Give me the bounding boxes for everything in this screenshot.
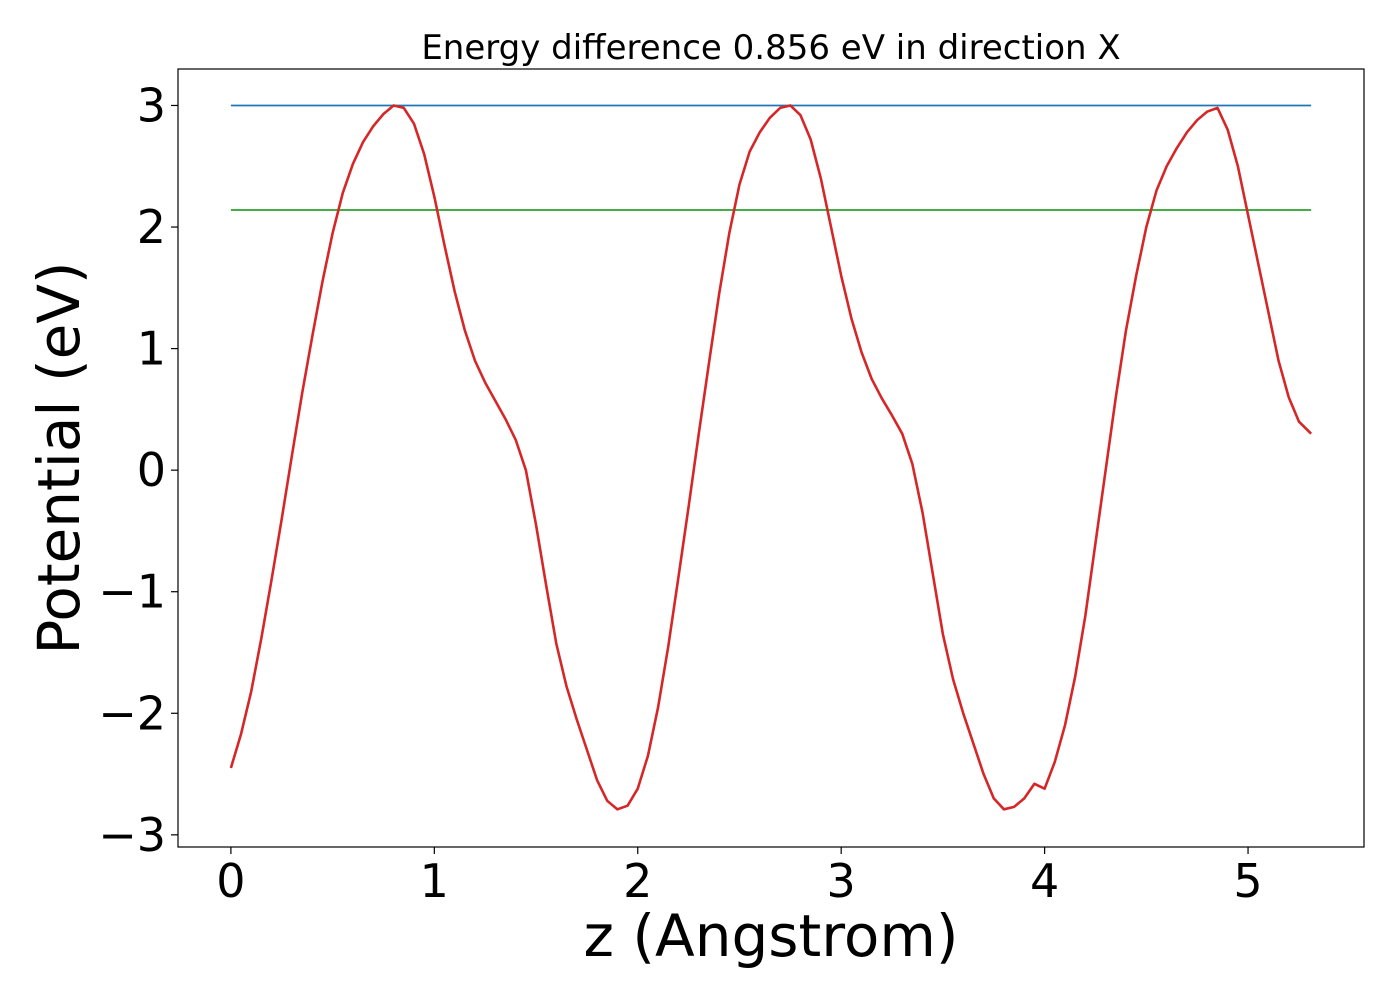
x-tick-label: 5 bbox=[1233, 854, 1262, 908]
y-axis-label: Potential (eV) bbox=[25, 261, 93, 654]
y-tick-label: −1 bbox=[98, 565, 166, 619]
y-tick-label: 3 bbox=[137, 78, 166, 132]
plot-frame bbox=[177, 68, 1365, 848]
y-tick-label: 1 bbox=[137, 322, 166, 376]
x-tick-label: 4 bbox=[1030, 854, 1059, 908]
y-tick-label: −3 bbox=[98, 808, 166, 862]
y-tick-label: −2 bbox=[98, 686, 166, 740]
x-tick-label: 1 bbox=[420, 854, 449, 908]
y-tick-label: 0 bbox=[137, 443, 166, 497]
x-tick-label: 2 bbox=[623, 854, 652, 908]
x-tick-label: 0 bbox=[216, 854, 245, 908]
series-layer bbox=[229, 104, 1313, 811]
x-axis-label: z (Angstrom) bbox=[584, 902, 959, 970]
series-line-3 bbox=[229, 104, 1313, 811]
x-axis: 0 1 2 3 4 5 bbox=[216, 847, 1263, 908]
chart-title: Energy difference 0.856 eV in direction … bbox=[421, 28, 1120, 68]
y-axis: −3 −2 −1 0 1 2 3 bbox=[98, 78, 178, 862]
y-tick-label: 2 bbox=[137, 200, 166, 254]
x-tick-label: 3 bbox=[827, 854, 856, 908]
